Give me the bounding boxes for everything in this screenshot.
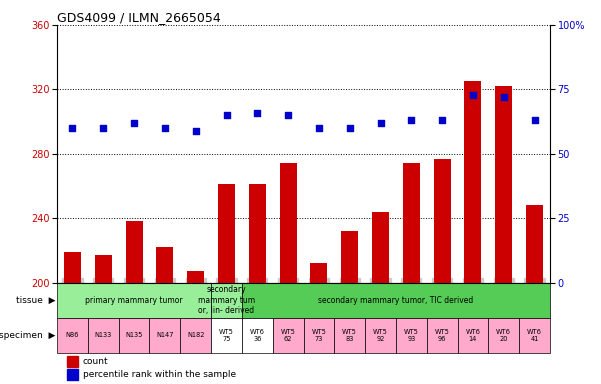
Text: percentile rank within the sample: percentile rank within the sample [83, 370, 236, 379]
Text: WT6
41: WT6 41 [527, 329, 542, 342]
Bar [119, 318, 150, 353]
Text: N133: N133 [95, 332, 112, 338]
Point [191, 127, 201, 134]
Point [283, 112, 293, 118]
Bar [495, 86, 512, 283]
Bar [489, 318, 519, 353]
Text: tissue  ▶: tissue ▶ [16, 296, 55, 305]
Bar [67, 356, 78, 367]
Point [529, 117, 539, 123]
Point [129, 120, 139, 126]
Bar [57, 283, 211, 318]
Bar [156, 247, 173, 283]
Bar [526, 205, 543, 283]
Text: WT5
83: WT5 83 [342, 329, 357, 342]
Text: primary mammary tumor: primary mammary tumor [85, 296, 183, 305]
Bar [434, 159, 451, 283]
Text: specimen  ▶: specimen ▶ [0, 331, 55, 339]
Text: GDS4099 / ILMN_2665054: GDS4099 / ILMN_2665054 [57, 11, 221, 24]
Text: secondary mammary tumor, TIC derived: secondary mammary tumor, TIC derived [319, 296, 474, 305]
Bar [519, 318, 550, 353]
Text: WT5
75: WT5 75 [219, 329, 234, 342]
Bar [311, 263, 328, 283]
Point [222, 112, 231, 118]
Point [376, 120, 385, 126]
Bar [95, 255, 112, 283]
Text: N147: N147 [156, 332, 174, 338]
Point [252, 109, 262, 116]
Text: WT5
93: WT5 93 [404, 329, 419, 342]
Bar [273, 318, 304, 353]
Text: count: count [83, 357, 108, 366]
Bar [396, 318, 427, 353]
Point [160, 125, 169, 131]
Bar [427, 318, 457, 353]
Text: WT5
92: WT5 92 [373, 329, 388, 342]
Bar [403, 164, 419, 283]
Point [438, 117, 447, 123]
Text: WT6
20: WT6 20 [496, 329, 511, 342]
Bar [67, 369, 78, 380]
Bar [242, 318, 273, 353]
Bar [188, 271, 204, 283]
Bar [365, 318, 396, 353]
Point [406, 117, 416, 123]
Point [99, 125, 108, 131]
Bar [341, 231, 358, 283]
Bar [57, 318, 88, 353]
Bar [218, 184, 235, 283]
Text: WT5
73: WT5 73 [311, 329, 326, 342]
Bar [180, 318, 211, 353]
Text: N86: N86 [66, 332, 79, 338]
Text: WT5
96: WT5 96 [435, 329, 450, 342]
Bar [304, 318, 334, 353]
Bar [249, 184, 266, 283]
Point [499, 94, 508, 100]
Bar [242, 283, 550, 318]
Text: WT6
14: WT6 14 [465, 329, 480, 342]
Point [468, 91, 478, 98]
Bar [150, 318, 180, 353]
Bar [64, 252, 81, 283]
Point [314, 125, 324, 131]
Bar [372, 212, 389, 283]
Text: N135: N135 [126, 332, 143, 338]
Bar [279, 164, 296, 283]
Bar [126, 222, 142, 283]
Bar [334, 318, 365, 353]
Text: WT6
36: WT6 36 [250, 329, 265, 342]
Point [345, 125, 355, 131]
Text: secondary
mammary tum
or, lin- derived: secondary mammary tum or, lin- derived [198, 285, 255, 315]
Bar [88, 318, 119, 353]
Text: WT5
62: WT5 62 [281, 329, 296, 342]
Bar [457, 318, 489, 353]
Bar [211, 283, 242, 318]
Point [68, 125, 78, 131]
Bar [465, 81, 481, 283]
Bar [211, 318, 242, 353]
Text: N182: N182 [187, 332, 204, 338]
